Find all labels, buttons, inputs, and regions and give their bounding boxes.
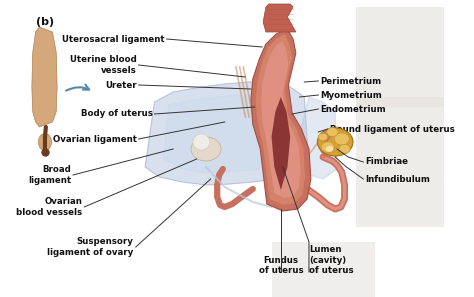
Ellipse shape [339,145,350,154]
Text: Fimbriae: Fimbriae [365,157,408,167]
Ellipse shape [327,127,338,137]
Ellipse shape [193,134,210,150]
Ellipse shape [334,133,349,145]
Text: Endometrium: Endometrium [320,105,386,113]
Ellipse shape [321,142,334,152]
Ellipse shape [318,128,353,156]
Text: Uterosacral ligament: Uterosacral ligament [62,34,165,43]
Polygon shape [251,29,311,211]
Text: (b): (b) [36,17,54,27]
Text: Ovarian ligament: Ovarian ligament [53,135,137,143]
Polygon shape [319,135,330,157]
Text: Round ligament of uterus: Round ligament of uterus [329,124,454,133]
Text: Fundus
of uterus: Fundus of uterus [259,256,303,275]
Bar [272,242,374,297]
Polygon shape [272,97,290,190]
Ellipse shape [38,133,52,151]
Text: Perimetrium: Perimetrium [320,77,382,86]
Polygon shape [263,4,296,32]
Polygon shape [295,97,337,179]
Text: Suspensory
ligament of ovary: Suspensory ligament of ovary [47,237,133,257]
Polygon shape [145,82,309,185]
Text: Ureter: Ureter [105,80,137,89]
Polygon shape [164,95,285,173]
Text: Uterine blood
vessels: Uterine blood vessels [70,55,137,75]
Text: Myometrium: Myometrium [320,91,382,99]
Text: Infundibulum: Infundibulum [365,175,430,184]
Text: Broad
ligament: Broad ligament [28,165,71,185]
Text: Ovarian
blood vessels: Ovarian blood vessels [16,197,82,217]
Bar [356,97,444,227]
Polygon shape [32,27,57,127]
Ellipse shape [326,146,333,152]
Polygon shape [261,41,301,198]
Ellipse shape [319,133,328,141]
Bar [356,7,444,107]
Text: Lumen
(cavity)
of uterus: Lumen (cavity) of uterus [309,245,354,275]
Polygon shape [255,34,305,205]
Ellipse shape [191,137,221,161]
Text: Body of uterus: Body of uterus [81,110,153,119]
